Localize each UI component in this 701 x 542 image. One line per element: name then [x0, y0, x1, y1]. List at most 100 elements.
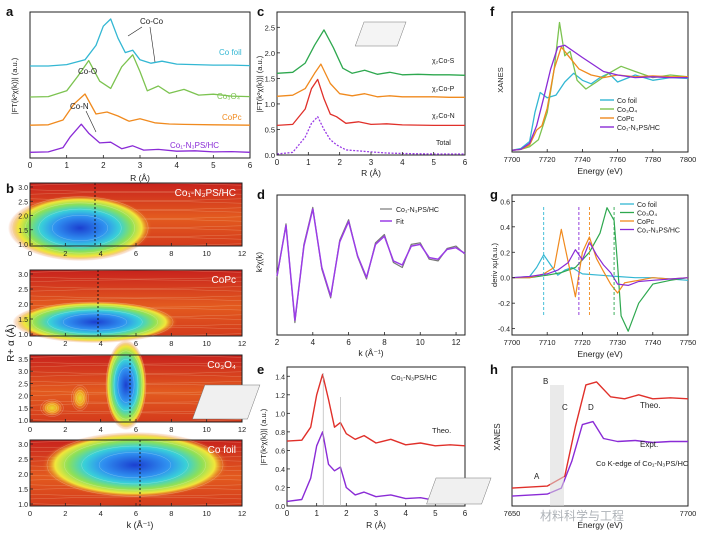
- series-label: Expt.: [640, 440, 658, 449]
- x-tick-label: 2: [275, 338, 280, 347]
- x-tick-label: 3: [374, 509, 379, 518]
- map-label: Co₁-N₃PS/HC: [175, 188, 236, 199]
- x-tick-label: 10: [416, 338, 425, 347]
- contour-ring: [44, 402, 60, 414]
- series-line: [511, 44, 688, 151]
- y-tick-label: 1.4: [275, 374, 285, 381]
- panel-caption: Co K-edge of Co₁-N₃PS/HC: [596, 459, 689, 468]
- y-tick-label: 1.5: [265, 74, 275, 83]
- legend-entry: Co₃O₄: [217, 92, 240, 101]
- series-line: [276, 206, 466, 324]
- x-tick-label: 7800: [680, 155, 697, 164]
- x-tick-label: 12: [238, 339, 246, 348]
- y-tick-label: 2.5: [18, 381, 28, 388]
- x-axis-label: R (Å): [366, 520, 386, 530]
- contour-ring: [40, 399, 64, 417]
- contour-ring: [62, 313, 128, 331]
- fit-line: [276, 208, 466, 321]
- series-line: [511, 21, 689, 151]
- x-tick-label: 7740: [574, 155, 591, 164]
- x-tick-label: 0: [28, 249, 32, 258]
- heatmap-hotspot: [71, 384, 89, 412]
- y-tick-label: 0.0: [275, 504, 285, 511]
- panel-f: f 7700 7720 7740 7760 7780 7800 Energy (eV) XANE…: [490, 4, 696, 176]
- y-tick-label: 3.0: [18, 272, 28, 279]
- map-label: Co₃O₄: [207, 360, 236, 371]
- contour-ring: [71, 385, 89, 411]
- contour-line: [29, 295, 243, 299]
- x-tick-label: 7650: [504, 509, 521, 518]
- legend-entry: Co₁-N₃PS/HC: [617, 125, 660, 132]
- contour-ring: [25, 202, 135, 254]
- contour-line: [29, 192, 243, 195]
- structure-inset: [426, 477, 492, 505]
- legend-entry: Co₃O₄: [637, 211, 657, 218]
- x-tick-label: 6: [134, 249, 138, 258]
- x-tick-label: 4: [99, 339, 103, 348]
- y-tick-label: 1.0: [18, 418, 28, 425]
- x-tick-label: 5: [431, 158, 436, 167]
- legend-entry: Co₁-N₃PS/HC: [170, 141, 219, 150]
- peak-label: B: [543, 377, 548, 386]
- legend-entry: CoPc: [222, 113, 242, 122]
- x-tick-label: 12: [238, 249, 246, 258]
- contour-ring: [105, 342, 147, 428]
- y-tick-label: 1.0: [18, 242, 28, 249]
- x-tick-label: 10: [202, 509, 210, 518]
- contour-ring: [76, 392, 84, 404]
- panel-letter: a: [6, 4, 14, 19]
- series-label: χ₂Co-N: [432, 113, 455, 120]
- x-tick-label: 4: [99, 425, 103, 434]
- heatmap-hotspot: [105, 340, 147, 430]
- y-tick-label: 0.2: [275, 485, 285, 492]
- y-tick-label: 0.4: [275, 467, 285, 474]
- x-tick-label: 4: [99, 509, 103, 518]
- contour-ring: [38, 208, 122, 248]
- panel-title: Co₁-N₃PS/HC: [391, 373, 438, 382]
- x-tick-label: 4: [174, 161, 179, 170]
- series-line: [286, 373, 466, 447]
- y-tick-label: 0.6: [500, 199, 510, 206]
- panel-letter: f: [490, 4, 495, 19]
- x-axis-label: k (Å⁻¹): [358, 348, 383, 358]
- x-tick-label: 12: [238, 425, 246, 434]
- axes-frame: [511, 366, 689, 507]
- y-tick-label: 0.0: [500, 276, 510, 283]
- axes-frame: [511, 194, 689, 336]
- x-tick-label: 5: [433, 509, 438, 518]
- series-line: [276, 78, 465, 127]
- x-tick-label: 2: [63, 509, 67, 518]
- x-tick-label: 6: [248, 161, 253, 170]
- y-axis-label: |FT(k²χ(k))| (a.u.): [255, 55, 264, 112]
- contour-line: [29, 289, 243, 292]
- x-tick-label: 7760: [609, 155, 626, 164]
- panel-c: c2.5 2.0 1.5 1.0 0.5 0.00 1 2 3 4 5 6 R (Å) |FT(k²χ(k…: [255, 4, 468, 178]
- series-line: [286, 431, 466, 503]
- x-tick-label: 6: [134, 425, 138, 434]
- panel-letter: b: [6, 181, 14, 196]
- series-line: [29, 93, 251, 126]
- structure-inset: [192, 384, 261, 420]
- x-axis-label: R (Å): [361, 168, 381, 178]
- x-tick-label: 7720: [539, 155, 556, 164]
- x-tick-label: 3: [138, 161, 143, 170]
- x-axis-label: Energy (eV): [577, 349, 623, 359]
- panel-letter: h: [490, 362, 498, 377]
- x-tick-label: 7700: [680, 509, 697, 518]
- annotation-label: Co-Co: [140, 17, 164, 26]
- y-axis-label: k²χ(k): [255, 252, 264, 273]
- y-tick-label: 1.5: [18, 317, 28, 324]
- x-tick-label: 1: [64, 161, 69, 170]
- y-axis-label: deriv xμ(a.u.): [490, 243, 499, 287]
- series-label: χ₂Co-S: [432, 58, 455, 65]
- contour-ring: [52, 215, 108, 241]
- x-tick-label: 7700: [504, 338, 521, 347]
- legend-entry: Co₁-N₃PS/HC: [637, 228, 680, 235]
- y-axis-label: R+ α (Å): [4, 324, 17, 362]
- series-line: [511, 72, 689, 151]
- panel-h: h 7650 7700 Energy (eV) XANES Theo. Expt. Co K-…: [426, 362, 697, 530]
- panel-letter: g: [490, 187, 498, 202]
- series-line: [276, 63, 465, 98]
- x-tick-label: 0: [28, 425, 32, 434]
